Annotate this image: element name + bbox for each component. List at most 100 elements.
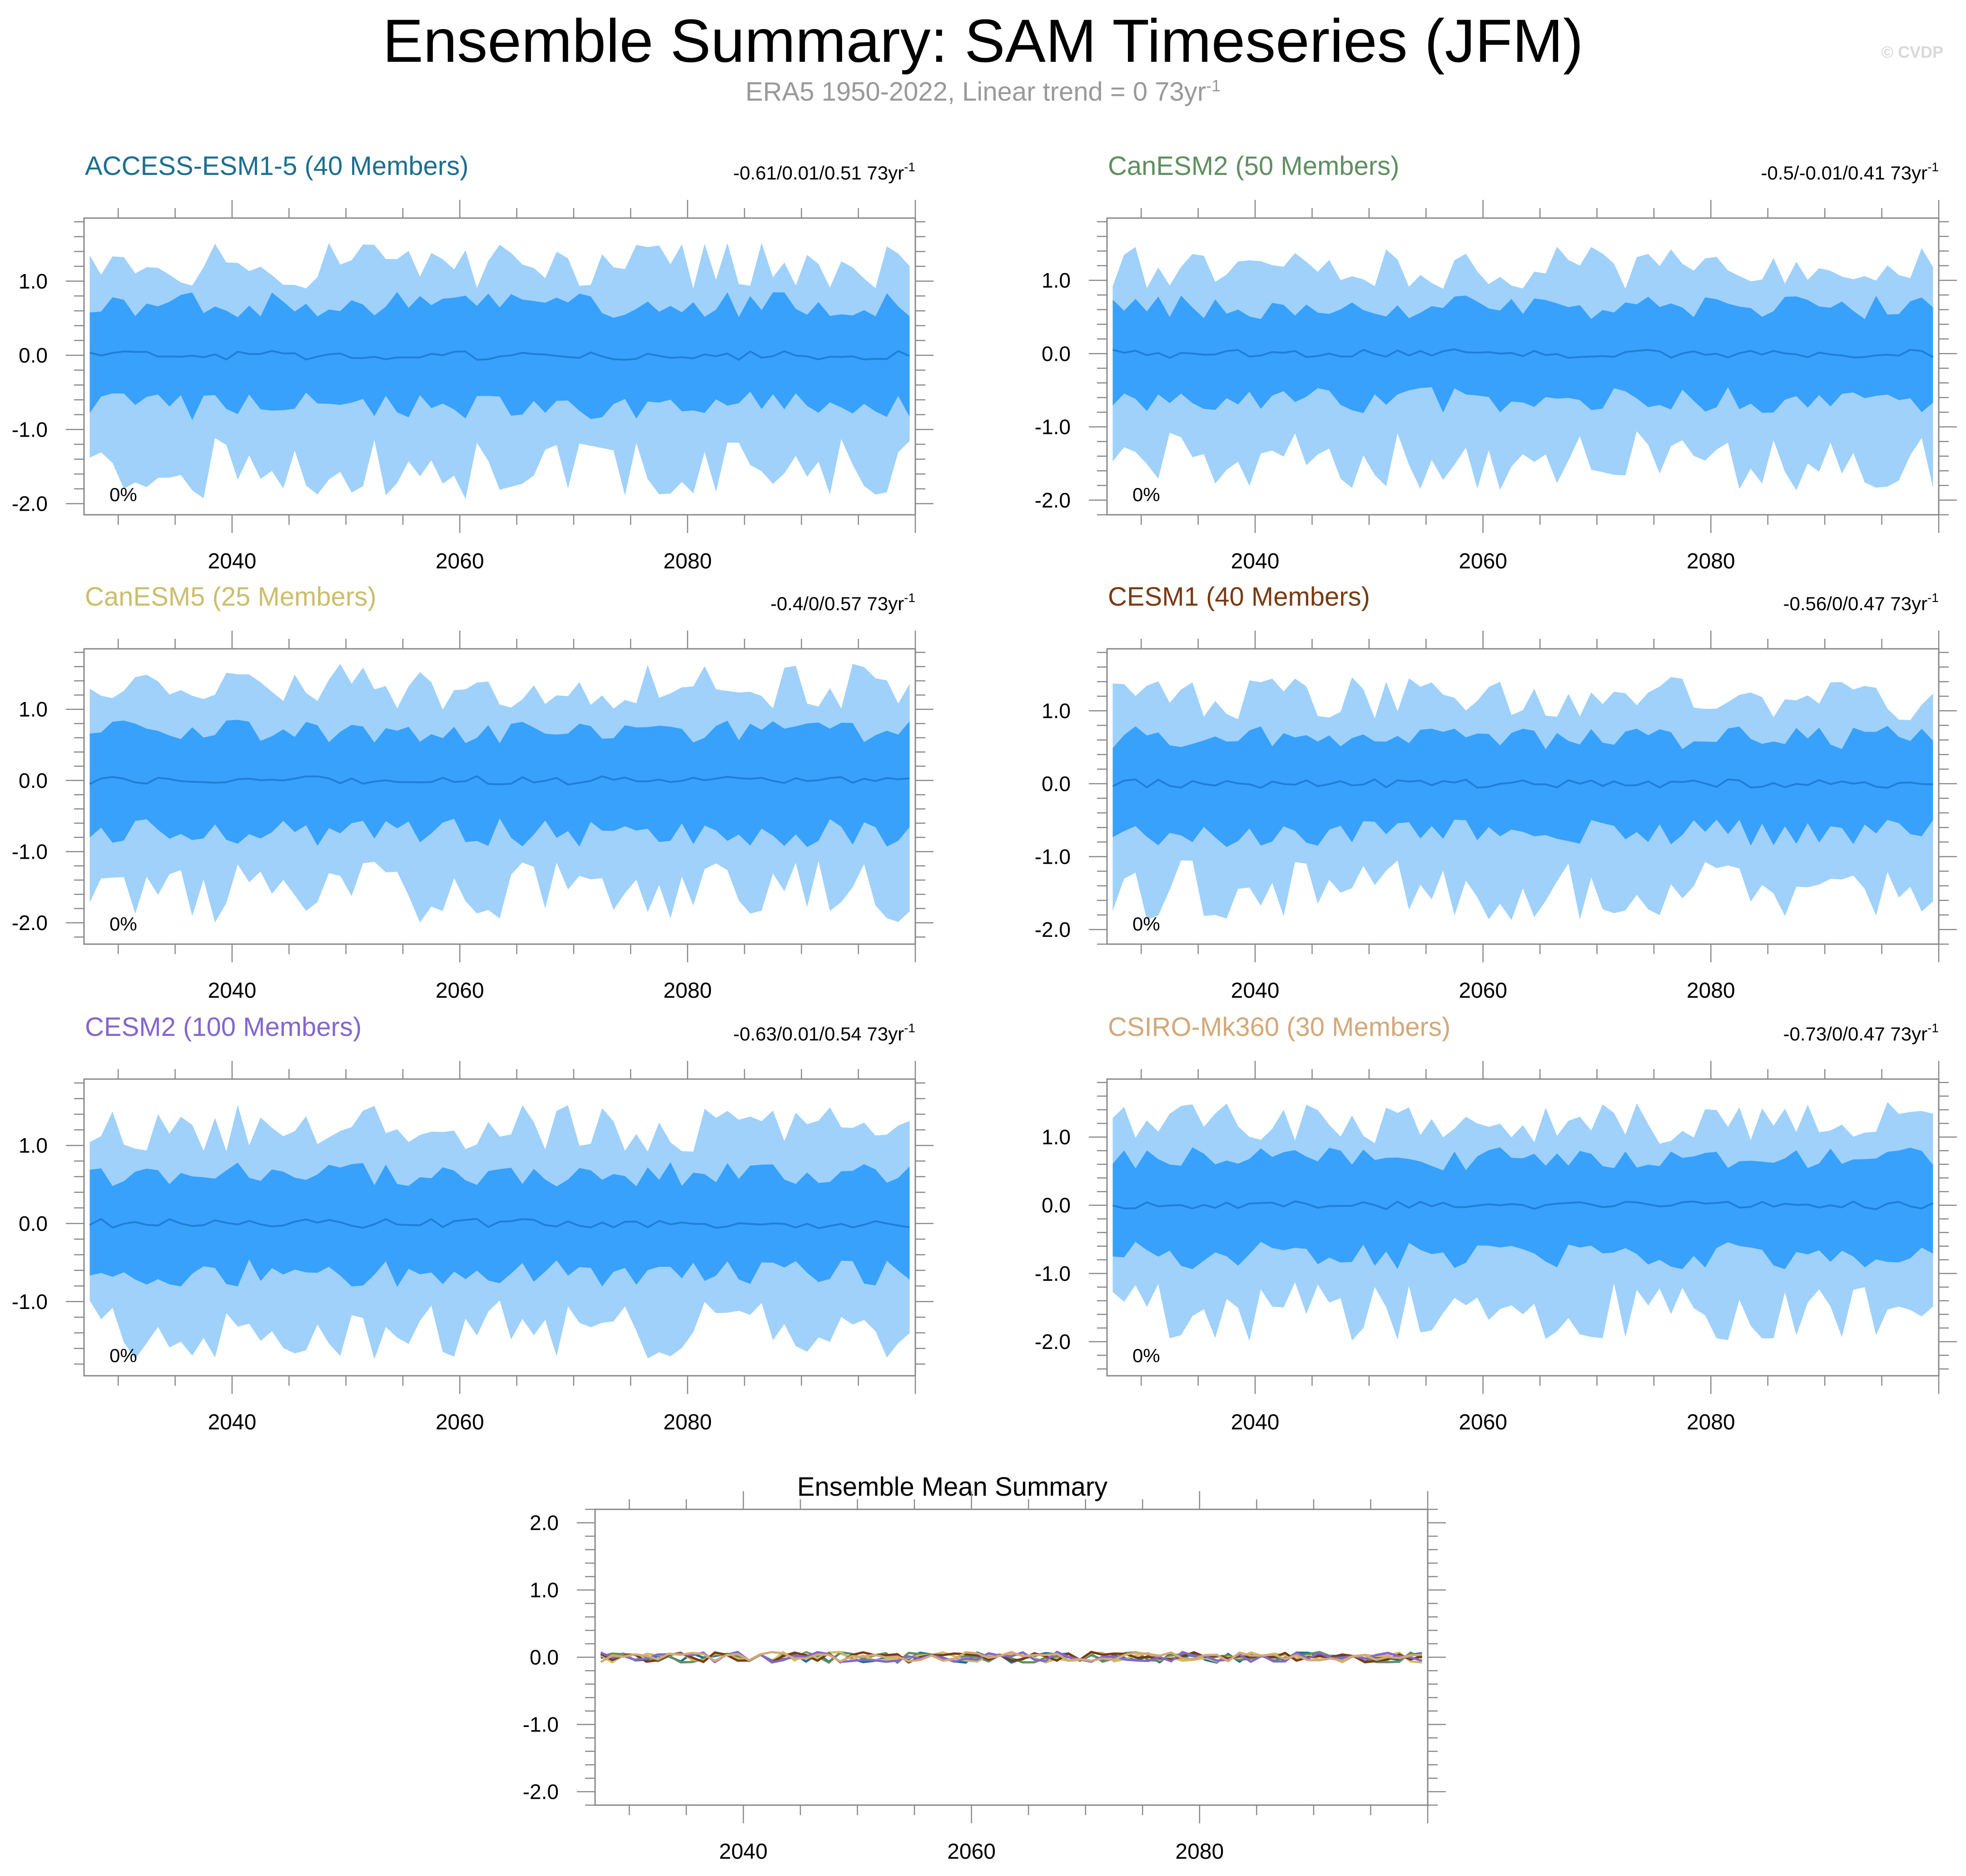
x-tick-label: 2060: [436, 979, 484, 1003]
panel-title: CESM2 (100 Members): [85, 1012, 362, 1042]
percent-label: 0%: [109, 1345, 137, 1366]
plot-frame: [83, 217, 916, 516]
inner-spread-band: [1112, 1147, 1933, 1269]
mean-series-line: [600, 1651, 1422, 1663]
y-tick-label: 1.0: [530, 1578, 559, 1602]
trend-label: -0.73/0/0.47 73yr-1: [1783, 1021, 1939, 1045]
y-tick-label: -1.0: [1035, 845, 1071, 868]
plot-frame: [83, 1078, 916, 1377]
percent-label: 0%: [109, 913, 137, 935]
y-tick-label: 0.0: [1042, 1194, 1071, 1217]
x-tick-label: 2060: [1459, 549, 1507, 573]
x-tick-label: 2040: [208, 1410, 256, 1434]
y-tick-label: -2.0: [523, 1780, 559, 1803]
inner-spread-band: [1112, 726, 1933, 847]
x-tick-label: 2040: [1231, 979, 1280, 1003]
x-tick-label: 2060: [436, 1410, 484, 1434]
trend-label: -0.63/0.01/0.54 73yr-1: [733, 1021, 915, 1045]
subtitle-text: ERA5 1950-2022, Linear trend = 0 73yr: [745, 77, 1206, 107]
trend-exponent: -1: [904, 591, 915, 605]
y-tick-label: 2.0: [530, 1511, 559, 1535]
y-tick-label: -1.0: [12, 840, 48, 863]
trend-label: -0.4/0/0.57 73yr-1: [770, 591, 915, 614]
trend-exponent: -1: [1927, 160, 1939, 174]
inner-spread-band: [1112, 295, 1933, 413]
x-tick-label: 2060: [436, 549, 484, 573]
ensemble-mean-line: [89, 775, 910, 786]
y-tick-label: -2.0: [12, 911, 48, 935]
plot-frame: [1106, 217, 1940, 516]
ensemble-mean-line: [89, 350, 910, 361]
y-tick-label: 0.0: [1042, 342, 1071, 365]
x-tick-label: 2040: [1231, 549, 1280, 573]
y-tick-label: 1.0: [19, 1134, 48, 1157]
y-tick-label: 0.0: [19, 1212, 48, 1235]
inner-spread-band: [89, 1162, 910, 1287]
x-tick-label: 2080: [1687, 549, 1735, 573]
trend-label: -0.61/0.01/0.51 73yr-1: [733, 160, 915, 184]
y-tick-label: -2.0: [12, 492, 48, 516]
x-tick-label: 2080: [1687, 979, 1735, 1003]
percent-label: 0%: [1132, 484, 1160, 505]
plot-frame: [1106, 1078, 1940, 1377]
ensemble-mean-line: [1112, 778, 1933, 789]
y-tick-label: -1.0: [1035, 415, 1071, 439]
plot-frame: [83, 648, 916, 945]
panel-title: CanESM5 (25 Members): [85, 582, 376, 612]
trend-exponent: -1: [1927, 591, 1939, 605]
ensemble-mean-line: [89, 1218, 910, 1229]
y-tick-label: -2.0: [1035, 918, 1071, 941]
y-tick-label: -2.0: [1035, 488, 1071, 512]
ensemble-mean-line: [1112, 1200, 1934, 1210]
mean-series-line: [601, 1651, 1423, 1664]
y-tick-label: 1.0: [19, 269, 48, 293]
subtitle-exponent: -1: [1206, 76, 1221, 95]
page-subtitle: ERA5 1950-2022, Linear trend = 0 73yr-1: [0, 76, 1966, 107]
trend-label: -0.56/0/0.47 73yr-1: [1783, 591, 1939, 614]
percent-label: 0%: [1132, 1345, 1160, 1366]
panel-title: CSIRO-Mk360 (30 Members): [1108, 1012, 1450, 1042]
x-tick-label: 2080: [1687, 1410, 1735, 1434]
percent-label: 0%: [1132, 913, 1160, 935]
y-tick-label: 1.0: [1042, 699, 1071, 722]
x-tick-label: 2080: [663, 1410, 712, 1434]
y-tick-label: -1.0: [1035, 1262, 1071, 1285]
panel-title: Ensemble Mean Summary: [797, 1472, 1107, 1502]
mean-series-line: [600, 1651, 1423, 1664]
x-tick-label: 2060: [1459, 1410, 1507, 1434]
cvdp-watermark: © CVDP: [1881, 43, 1943, 61]
trend-exponent: -1: [904, 160, 915, 174]
y-tick-label: 1.0: [1042, 1125, 1071, 1149]
y-tick-label: -1.0: [12, 1290, 48, 1314]
x-tick-label: 2060: [1459, 979, 1507, 1003]
x-tick-label: 2080: [663, 979, 712, 1003]
mean-series-line: [600, 1650, 1423, 1664]
y-tick-label: 1.0: [19, 697, 48, 721]
mean-series-line: [600, 1651, 1422, 1664]
y-tick-label: 0.0: [19, 769, 48, 792]
x-tick-label: 2040: [208, 979, 256, 1003]
page-title: Ensemble Summary: SAM Timeseries (JFM): [382, 7, 1584, 75]
y-tick-label: 0.0: [1042, 772, 1071, 796]
x-tick-label: 2040: [1231, 1410, 1280, 1434]
trend-exponent: -1: [1927, 1021, 1939, 1035]
panel-title: CESM1 (40 Members): [1108, 582, 1370, 612]
trend-exponent: -1: [904, 1021, 915, 1035]
x-tick-label: 2080: [663, 549, 712, 573]
y-tick-label: 1.0: [1042, 269, 1071, 292]
x-tick-label: 2040: [208, 549, 256, 573]
panel-title: ACCESS-ESM1-5 (40 Members): [85, 151, 468, 181]
percent-label: 0%: [109, 484, 137, 505]
y-tick-label: -1.0: [12, 418, 48, 441]
y-tick-label: 0.0: [19, 343, 48, 367]
y-tick-label: -1.0: [523, 1712, 559, 1736]
y-tick-label: 0.0: [530, 1646, 559, 1669]
y-tick-label: -2.0: [1035, 1330, 1071, 1354]
x-tick-label: 2040: [719, 1840, 768, 1864]
plot-frame: [1106, 648, 1940, 945]
trend-label: -0.5/-0.01/0.41 73yr-1: [1761, 160, 1939, 184]
panel-title: CanESM2 (50 Members): [1108, 151, 1399, 181]
x-tick-label: 2080: [1175, 1840, 1224, 1864]
ensemble-mean-line: [1112, 348, 1934, 359]
